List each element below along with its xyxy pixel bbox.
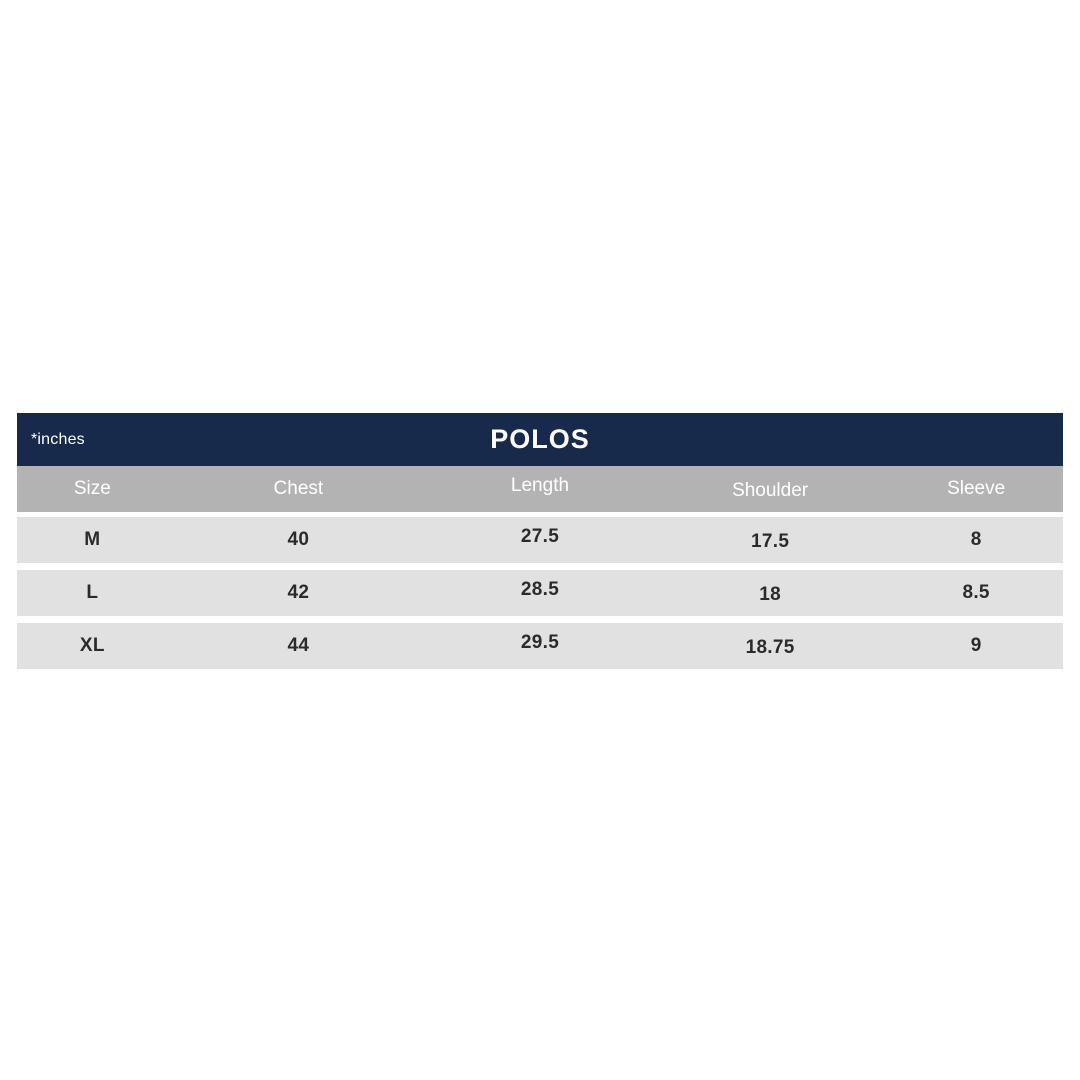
table-title: POLOS [490,424,590,454]
cell-length: 28.5 [520,579,560,600]
table-title-bar: *inches POLOS [17,413,1063,466]
cell-sleeve: 8 [970,529,982,550]
cell-size: L [86,582,99,603]
table-row-l: L 42 28.5 18 8.5 [17,570,1063,616]
column-header-sleeve: Sleeve [947,478,1006,499]
column-header-size: Size [73,478,111,499]
column-header-chest: Chest [273,478,324,499]
cell-length: 27.5 [520,526,560,547]
cell-chest: 44 [287,635,310,656]
cell-chest: 42 [287,582,310,603]
unit-note: *inches [31,430,85,448]
cell-shoulder: 18 [759,584,781,605]
cell-length: 29.5 [520,632,560,653]
table-row-m: M 40 27.5 17.5 8 [17,517,1063,563]
column-header-shoulder: Shoulder [732,480,809,501]
cell-size: XL [79,635,105,656]
size-chart-table: *inches POLOS Size Chest Length Shoulder… [17,413,1063,669]
cell-sleeve: 8.5 [962,582,990,603]
cell-shoulder: 17.5 [751,531,790,552]
cell-size: M [84,529,101,550]
cell-shoulder: 18.75 [745,637,795,658]
table-row-xl: XL 44 29.5 18.75 9 [17,623,1063,669]
column-header-row: Size Chest Length Shoulder Sleeve [17,466,1063,512]
cell-sleeve: 9 [970,635,982,656]
column-header-length: Length [510,475,570,496]
cell-chest: 40 [287,529,310,550]
